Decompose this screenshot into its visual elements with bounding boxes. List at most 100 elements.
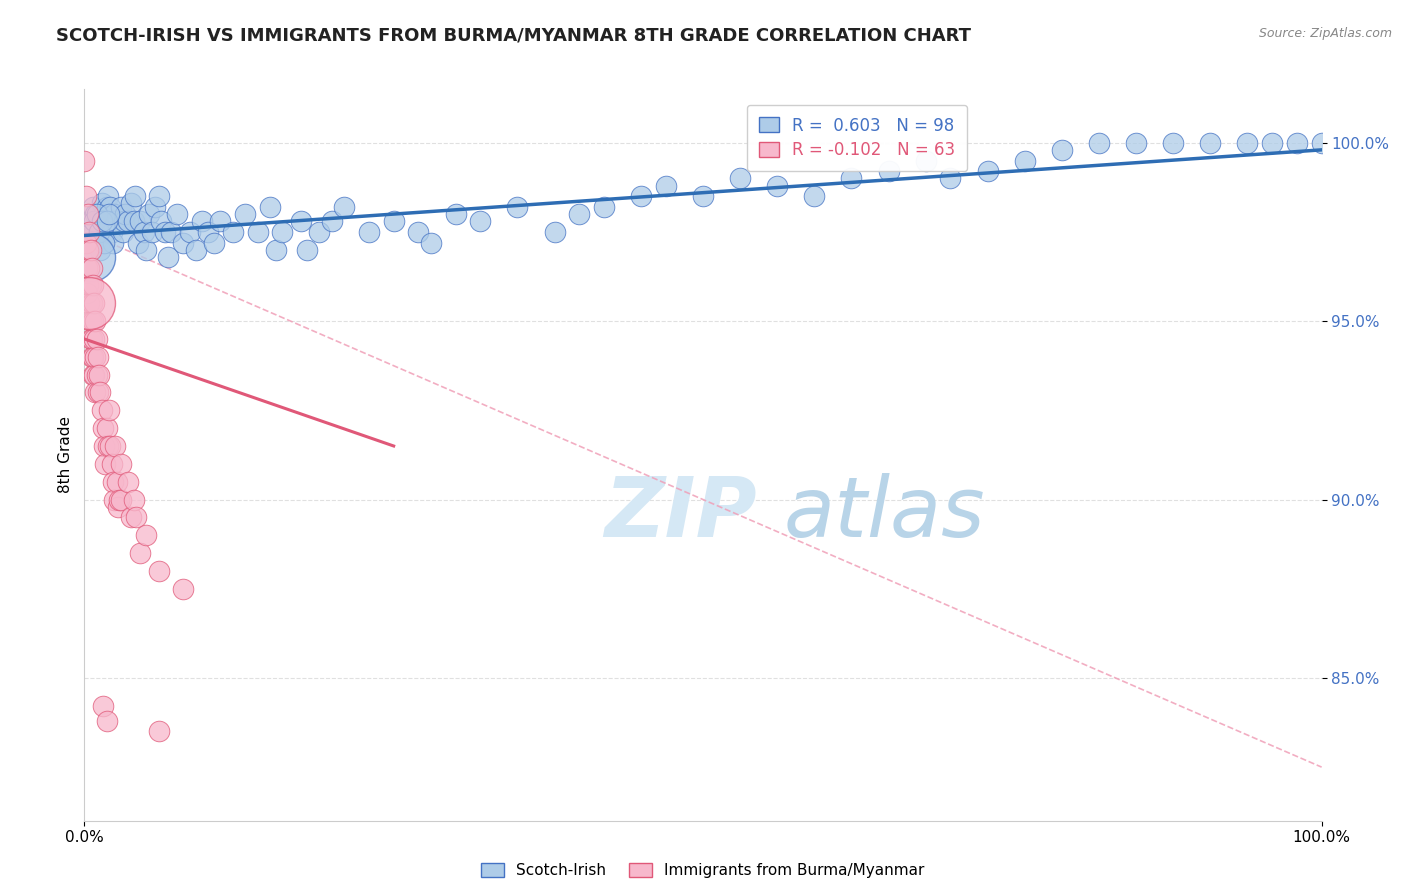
Point (96, 714, 118, 728)
Point (79, 296, 101, 310)
Point (79, 296, 101, 310)
Point (197, 225, 219, 239)
Point (222, 225, 245, 239)
Point (382, 214, 405, 228)
Point (308, 225, 330, 239)
Point (82, 350, 104, 364)
Point (82, 368, 104, 382)
Point (84, 385, 107, 400)
Point (1088, 136, 1111, 150)
Point (728, 171, 751, 186)
Point (117, 475, 139, 489)
Point (101, 475, 124, 489)
Point (89, 225, 111, 239)
Text: Source: ZipAtlas.com: Source: ZipAtlas.com (1258, 27, 1392, 40)
Point (1261, 136, 1284, 150)
Point (117, 214, 139, 228)
Point (83, 296, 105, 310)
Point (89, 225, 111, 239)
Point (98, 403, 121, 417)
Legend: Scotch-Irish, Immigrants from Burma/Myanmar: Scotch-Irish, Immigrants from Burma/Myan… (475, 857, 931, 884)
Point (94, 457, 117, 471)
Point (568, 207, 591, 221)
Point (841, 171, 863, 186)
Text: SCOTCH-IRISH VS IMMIGRANTS FROM BURMA/MYANMAR 8TH GRADE CORRELATION CHART: SCOTCH-IRISH VS IMMIGRANTS FROM BURMA/MY… (56, 27, 972, 45)
Point (98, 200, 121, 214)
Point (104, 439, 127, 453)
Point (91, 214, 114, 228)
Point (103, 492, 125, 507)
Point (86, 232, 108, 246)
Point (75, 189, 97, 203)
Point (157, 250, 180, 264)
Point (290, 214, 312, 228)
Point (120, 510, 142, 524)
Point (191, 214, 214, 228)
Point (179, 225, 201, 239)
Point (101, 235, 124, 250)
Point (333, 200, 356, 214)
Point (209, 214, 232, 228)
Point (84, 350, 107, 364)
Point (124, 189, 146, 203)
Point (470, 214, 492, 228)
Point (1050, 143, 1073, 157)
Point (83, 225, 105, 239)
Point (90, 214, 112, 228)
Point (80, 260, 103, 275)
Point (630, 189, 652, 203)
Point (939, 171, 962, 186)
Point (233, 207, 256, 221)
Point (79, 250, 101, 264)
Point (91, 699, 114, 714)
Point (73, 153, 96, 168)
Point (543, 225, 565, 239)
Point (264, 243, 287, 257)
Point (83, 214, 105, 228)
Point (127, 235, 149, 250)
Point (321, 214, 343, 228)
Point (84, 207, 107, 221)
Point (96, 421, 118, 435)
Point (96, 214, 118, 228)
Point (877, 164, 900, 178)
Point (86, 332, 108, 346)
Point (90, 196, 112, 211)
Point (655, 178, 678, 193)
Point (138, 207, 160, 221)
Point (89, 243, 111, 257)
Point (100, 225, 122, 239)
Point (112, 214, 135, 228)
Point (148, 724, 170, 739)
Point (160, 225, 183, 239)
Point (129, 214, 152, 228)
Y-axis label: 8th Grade: 8th Grade (58, 417, 73, 493)
Point (143, 200, 166, 214)
Point (184, 243, 207, 257)
Point (419, 235, 441, 250)
Point (107, 500, 129, 514)
Point (141, 225, 163, 239)
Point (79, 278, 101, 293)
Text: ZIP: ZIP (605, 473, 756, 554)
Point (135, 243, 157, 257)
Text: atlas: atlas (783, 473, 986, 554)
Point (110, 492, 132, 507)
Point (148, 189, 170, 203)
Point (408, 225, 430, 239)
Point (1285, 136, 1308, 150)
Point (129, 546, 152, 560)
Point (87, 385, 110, 400)
Point (135, 528, 157, 542)
Point (120, 196, 142, 211)
Point (976, 164, 998, 178)
Point (86, 368, 108, 382)
Point (108, 492, 131, 507)
Point (84, 314, 107, 328)
Point (172, 582, 194, 596)
Point (82, 200, 104, 214)
Point (295, 243, 318, 257)
Point (98, 207, 121, 221)
Point (89, 385, 111, 400)
Point (97, 439, 120, 453)
